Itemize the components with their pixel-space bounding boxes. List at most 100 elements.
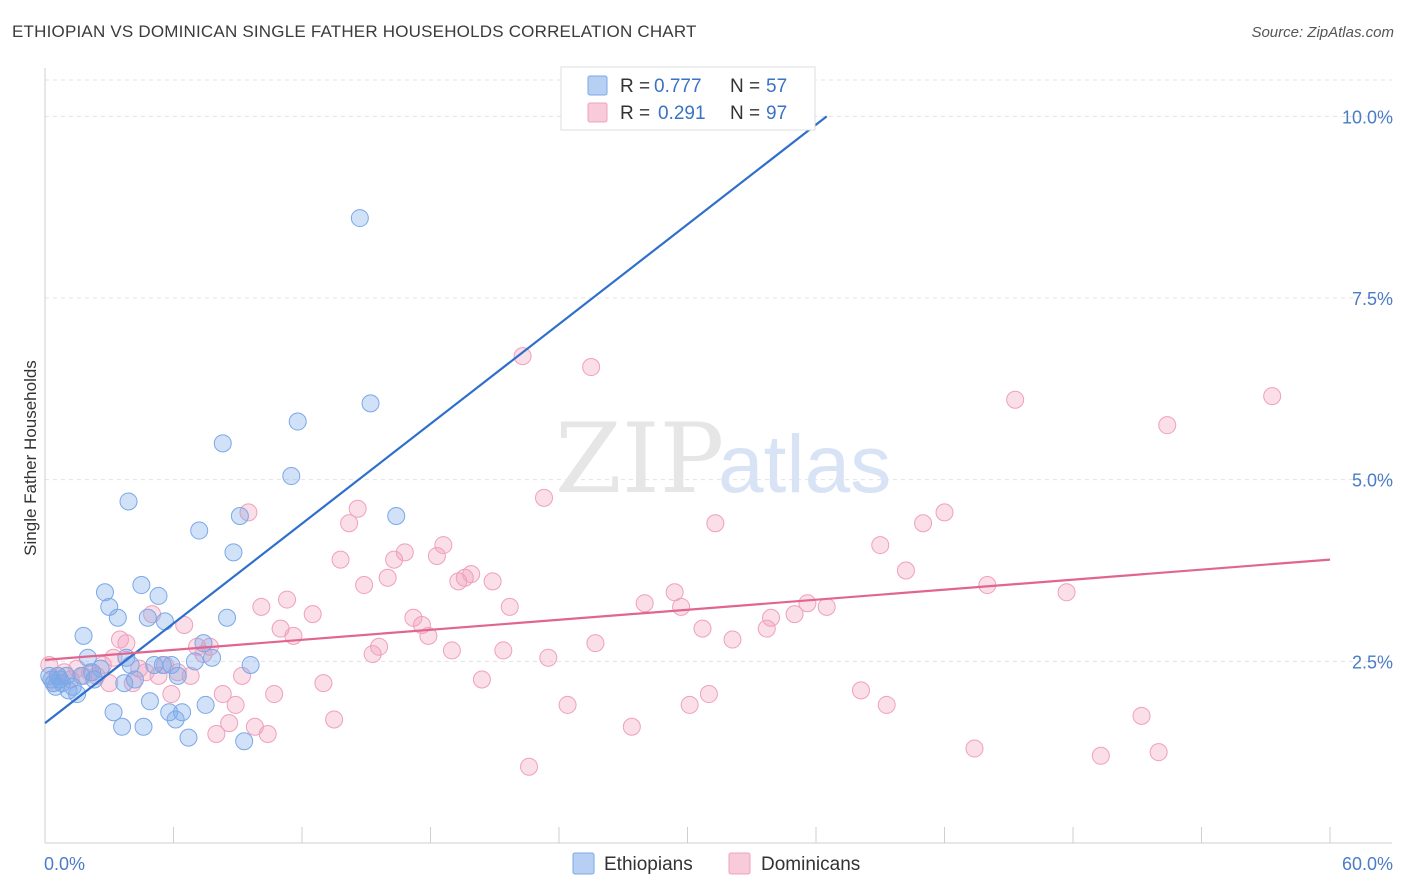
dominicans-point xyxy=(965,739,984,758)
dominicans-point xyxy=(1158,416,1177,435)
tick-labels: 2.5% 5.0% 7.5% 10.0% 0.0% 60.0% xyxy=(44,107,1393,874)
dominicans-point xyxy=(149,666,168,685)
series-legend-swatch-dominicans xyxy=(728,852,751,875)
legend-r-label-dominicans: R = xyxy=(620,103,650,124)
dominicans-point xyxy=(1006,390,1025,409)
dominicans-point xyxy=(442,641,461,660)
ethiopians-point xyxy=(350,209,369,228)
ethiopians-point xyxy=(113,717,132,736)
ethiopians-point xyxy=(68,685,87,704)
dominicans-point xyxy=(798,594,817,613)
ethiopians-point xyxy=(224,543,243,562)
source-label: Source: ZipAtlas.com xyxy=(1251,24,1394,41)
dominicans-point xyxy=(699,685,718,704)
dominicans-point xyxy=(100,674,119,693)
watermark-zip: ZIP xyxy=(555,403,724,515)
dominicans-point xyxy=(558,695,577,714)
dominicans-point xyxy=(483,572,502,591)
ethiopians-point xyxy=(173,703,192,722)
ethiopians-point xyxy=(115,674,134,693)
ethiopians-point xyxy=(132,576,151,595)
dominicans-point xyxy=(1149,743,1168,762)
dominicans-point xyxy=(427,546,446,565)
series-legend: Ethiopians Dominicans xyxy=(572,852,860,875)
dominicans-point xyxy=(278,590,297,609)
axes xyxy=(44,68,1392,844)
ethiopians-point xyxy=(162,655,181,674)
ethiopians-point xyxy=(196,695,215,714)
dominicans-point xyxy=(494,641,513,660)
legend-n-label-dominicans: N = xyxy=(730,103,760,124)
ethiopians-point xyxy=(108,608,127,627)
dominicans-point xyxy=(582,358,601,377)
dominicans-point xyxy=(213,685,232,704)
ethiopians-point xyxy=(104,703,123,722)
dominicans-point xyxy=(355,576,374,595)
y-tick-label: 10.0% xyxy=(1342,107,1393,127)
ethiopians-point xyxy=(185,652,204,671)
dominicans-point xyxy=(586,634,605,653)
y-axis-label: Single Father Households xyxy=(21,360,40,556)
dominicans-point xyxy=(914,514,933,533)
dominicans-trend-line xyxy=(44,558,1331,661)
legend-n-value-dominicans: 97 xyxy=(766,103,787,124)
dominicans-point xyxy=(181,666,200,685)
ethiopians-point xyxy=(155,612,174,631)
series-legend-label-ethiopians: Ethiopians xyxy=(604,854,693,875)
ethiopians-point xyxy=(230,507,249,525)
ethiopians-point xyxy=(166,710,185,729)
dominicans-point xyxy=(680,695,699,714)
dominicans-point xyxy=(1057,583,1076,602)
ethiopians-point xyxy=(190,521,209,540)
dominicans-point xyxy=(331,550,350,569)
ethiopians-point xyxy=(387,507,406,525)
dominicans-point xyxy=(340,514,359,533)
x-tick-label-min: 0.0% xyxy=(44,854,85,874)
dominicans-point xyxy=(622,717,641,736)
ethiopians-point xyxy=(91,659,110,678)
dominicans-point xyxy=(117,634,136,653)
legend-n-label-ethiopians: N = xyxy=(730,76,760,97)
dominicans-point xyxy=(817,597,836,616)
legend-swatch-dominicans xyxy=(587,102,608,123)
ethiopians-point xyxy=(149,586,168,605)
x-tick-label-max: 60.0% xyxy=(1342,854,1393,874)
ethiopians-point xyxy=(203,648,222,667)
dominicans-point xyxy=(162,685,181,704)
ethiopians-point xyxy=(168,666,187,685)
dominicans-point xyxy=(1263,387,1282,406)
ethiopians-point xyxy=(160,703,179,722)
dominicans-point xyxy=(762,608,781,627)
trend-lines xyxy=(44,115,1331,724)
dominicans-point xyxy=(500,597,519,616)
dominicans-point xyxy=(462,565,481,584)
dominicans-point xyxy=(520,757,539,776)
ethiopians-point xyxy=(235,732,254,751)
dominicans-point xyxy=(258,725,277,743)
dominicans-point xyxy=(220,714,239,733)
legend-n-value-ethiopians: 57 xyxy=(766,76,787,97)
legend-r-label-ethiopians: R = xyxy=(620,76,650,97)
y-tick-label: 5.0% xyxy=(1352,471,1393,491)
dominicans-point xyxy=(1132,706,1151,725)
legend-swatch-ethiopians xyxy=(587,75,608,96)
dominicans-point xyxy=(706,514,725,533)
grid xyxy=(45,79,1392,662)
dominicans-point xyxy=(513,347,532,366)
dominicans-point xyxy=(226,695,245,714)
dominicans-point xyxy=(265,685,284,704)
series-legend-label-dominicans: Dominicans xyxy=(761,854,860,875)
dominicans-point xyxy=(635,594,654,613)
dominicans-point xyxy=(348,499,367,518)
ethiopians-point xyxy=(361,394,380,413)
dominicans-point xyxy=(785,605,804,624)
stats-legend: R = 0.777 N = 57 R = 0.291 N = 97 xyxy=(560,66,816,131)
dominicans-point xyxy=(539,648,558,667)
ethiopians-point xyxy=(57,666,76,685)
ethiopians-point xyxy=(134,717,153,736)
dominicans-point xyxy=(395,543,414,562)
dominicans-point xyxy=(378,568,397,587)
ethiopians-point xyxy=(138,608,157,627)
dominicans-point xyxy=(434,536,453,555)
